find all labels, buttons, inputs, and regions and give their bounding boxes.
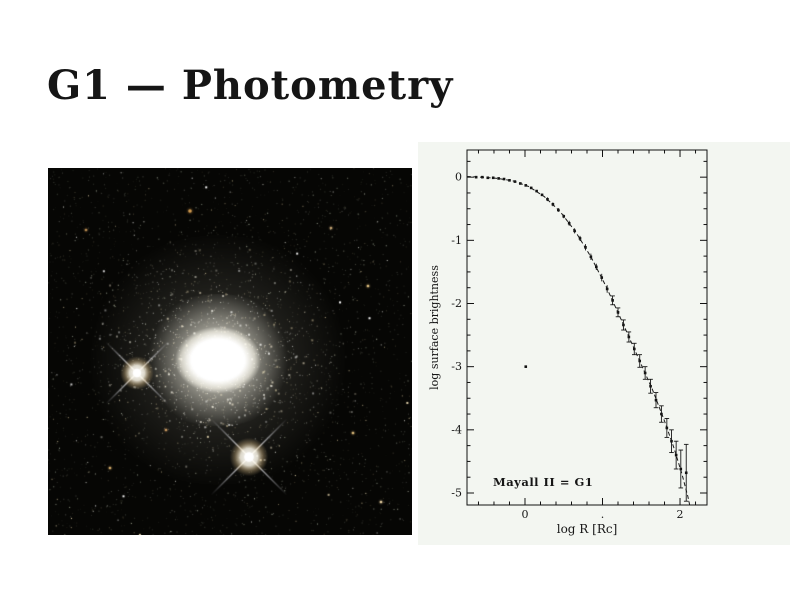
svg-text:-1: -1 <box>451 234 462 247</box>
svg-text:-2: -2 <box>451 297 462 310</box>
globular-cluster-photo <box>48 168 412 535</box>
slide-title: G1 — Photometry <box>47 62 454 109</box>
svg-text:.: . <box>601 508 605 521</box>
svg-text:0: 0 <box>521 508 528 521</box>
svg-text:2: 2 <box>677 508 684 521</box>
svg-text:-5: -5 <box>451 486 462 499</box>
cluster-photo-frame <box>48 168 412 535</box>
svg-text:log surface brightness: log surface brightness <box>428 265 441 390</box>
svg-text:log R [Rc]: log R [Rc] <box>557 522 618 536</box>
svg-text:-3: -3 <box>451 360 462 373</box>
svg-text:0: 0 <box>455 171 462 184</box>
svg-text:-4: -4 <box>451 423 462 436</box>
svg-text:Mayall II = G1: Mayall II = G1 <box>493 475 593 489</box>
surface-brightness-plot: 0. 2 0 -1 -2 -3 -4 -5 log R [Rc] log surface brig… <box>428 149 708 536</box>
photometry-plot-panel: 0. 2 0 -1 -2 -3 -4 -5 log R [Rc] log surface brig… <box>418 142 790 545</box>
